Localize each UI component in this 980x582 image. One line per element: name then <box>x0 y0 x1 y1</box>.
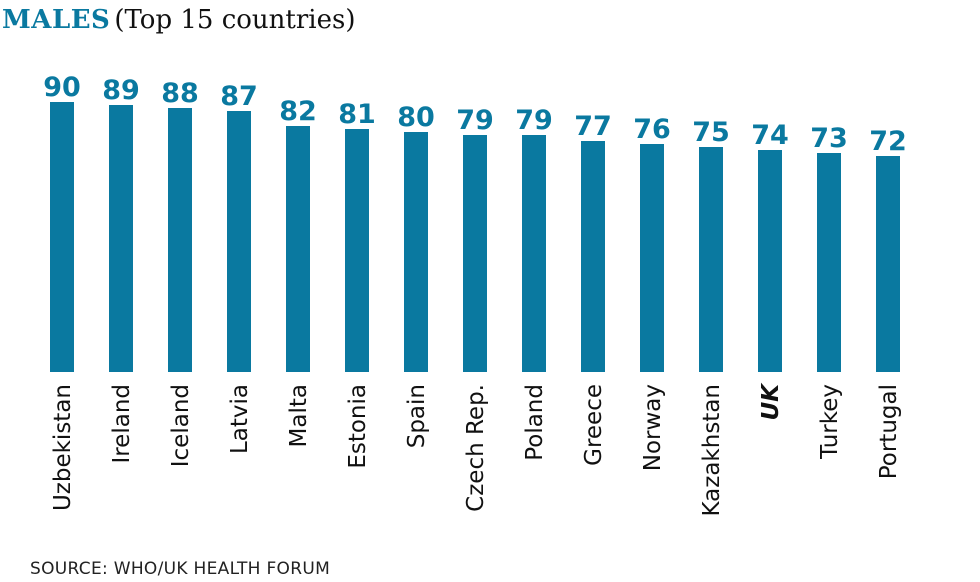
value-label: 72 <box>869 126 907 157</box>
bar-estonia <box>345 129 369 372</box>
value-label: 77 <box>574 111 612 142</box>
value-label: 79 <box>515 105 553 136</box>
bar-iceland <box>168 108 192 372</box>
category-label: Uzbekistan <box>50 384 76 511</box>
category-label: Poland <box>522 384 548 461</box>
value-label: 87 <box>220 81 258 112</box>
value-label: 81 <box>338 99 376 130</box>
bar-czech-rep <box>463 135 487 372</box>
value-label: 75 <box>692 117 730 148</box>
bar-portugal <box>876 156 900 372</box>
bar-malta <box>286 126 310 372</box>
category-label: Kazakhstan <box>699 384 725 517</box>
category-label: Portugal <box>876 384 902 479</box>
value-label: 80 <box>397 102 435 133</box>
bar-spain <box>404 132 428 372</box>
value-label: 76 <box>633 114 671 145</box>
bar-norway <box>640 144 664 372</box>
value-label: 88 <box>161 78 199 109</box>
category-label: Ireland <box>109 384 135 464</box>
category-label: Estonia <box>345 384 371 469</box>
chart-title: MALES <box>2 5 111 35</box>
bar-poland <box>522 135 546 372</box>
category-label: Spain <box>404 384 430 448</box>
value-label: 89 <box>102 75 140 106</box>
value-label: 73 <box>810 123 848 154</box>
value-label: 79 <box>456 105 494 136</box>
value-label: 82 <box>279 96 317 127</box>
value-label: 74 <box>751 120 789 151</box>
bar-uk <box>758 150 782 372</box>
category-label: Turkey <box>817 384 843 460</box>
value-label: 90 <box>43 72 81 103</box>
category-label: Malta <box>286 384 312 447</box>
bar-uzbekistan <box>50 102 74 372</box>
category-label: Greece <box>581 384 607 466</box>
chart-subtitle: (Top 15 countries) <box>114 5 356 35</box>
bar-greece <box>581 141 605 372</box>
bar-ireland <box>109 105 133 372</box>
category-label: UK <box>758 382 784 421</box>
bar-kazakhstan <box>699 147 723 372</box>
category-label: Iceland <box>168 384 194 467</box>
category-label: Norway <box>640 384 666 471</box>
source-note: SOURCE: WHO/UK HEALTH FORUM <box>30 559 331 579</box>
category-label: Czech Rep. <box>463 384 489 512</box>
category-label: Latvia <box>227 384 253 454</box>
bar-turkey <box>817 153 841 372</box>
chart-title-block: MALES (Top 15 countries) <box>2 0 355 40</box>
bar-latvia <box>227 111 251 372</box>
